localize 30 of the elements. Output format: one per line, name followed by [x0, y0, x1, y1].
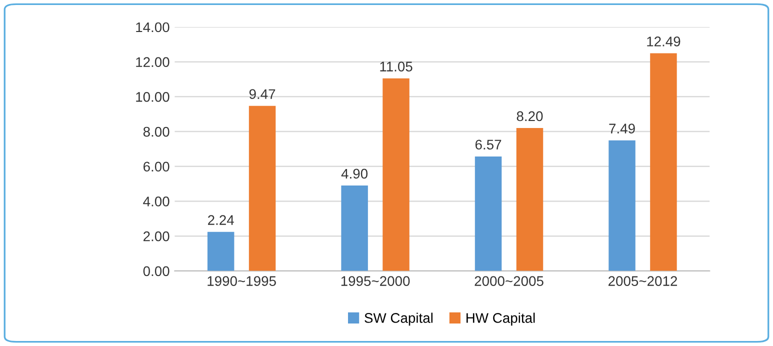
x-tick-label: 2005~2012 — [608, 276, 678, 286]
data-label: 4.90 — [341, 168, 368, 179]
data-label: 9.47 — [249, 89, 276, 100]
bar — [608, 140, 636, 271]
y-tick-label: 12.00 — [136, 57, 170, 68]
bar — [650, 53, 677, 271]
y-tick-label: 0.00 — [143, 266, 170, 276]
y-tick-label: 4.00 — [143, 196, 170, 206]
x-tick-label: 1995~2000 — [341, 276, 410, 286]
bar — [516, 128, 544, 271]
x-tick-label: 2000~2005 — [474, 276, 544, 286]
data-label: 2.24 — [208, 215, 234, 225]
data-label: 6.57 — [475, 140, 502, 150]
bar — [341, 186, 368, 271]
legend-label: HW Capital — [466, 312, 535, 326]
bar — [474, 156, 502, 271]
y-tick-label: 2.00 — [144, 231, 170, 242]
data-label: 11.05 — [380, 62, 412, 72]
data-label: 7.49 — [609, 124, 635, 134]
y-tick-label: 10.00 — [136, 92, 170, 102]
bar — [382, 78, 410, 271]
legend-label: SW Capital — [364, 312, 433, 326]
data-label: 12.49 — [647, 36, 680, 46]
x-tick-label: 1990~1995 — [208, 276, 276, 286]
y-tick-label: 6.00 — [144, 162, 170, 172]
y-tick-label: 14.00 — [136, 22, 170, 32]
bar — [207, 232, 234, 271]
y-tick-label: 8.00 — [143, 126, 170, 137]
data-label: 8.20 — [516, 111, 543, 122]
bar — [248, 106, 276, 271]
